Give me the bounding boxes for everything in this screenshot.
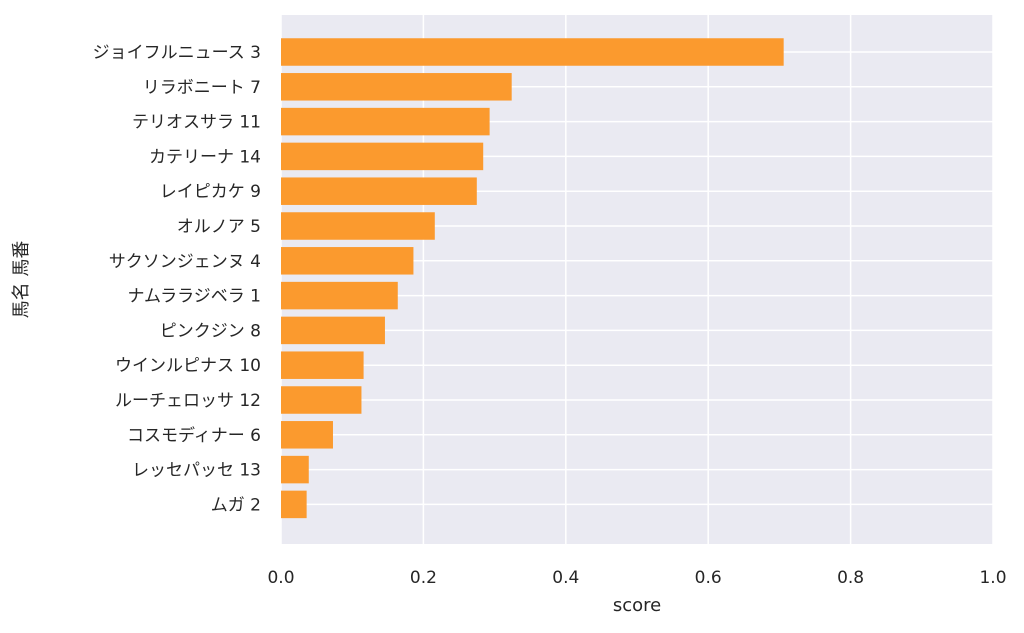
category-label: レイピカケ 9	[160, 182, 261, 202]
bar	[281, 38, 784, 66]
category-label: オルノア 5	[177, 217, 261, 237]
category-label: ナムララジベラ 1	[127, 287, 261, 307]
bar	[281, 351, 364, 379]
x-tick-label: 0.4	[552, 568, 579, 588]
category-label: ムガ 2	[211, 495, 261, 515]
plot-background	[281, 15, 993, 544]
bar	[281, 281, 398, 310]
category-label: ジョイフルニュース 3	[93, 43, 261, 63]
bar	[281, 490, 307, 519]
category-label: コスモディナー 6	[127, 425, 261, 446]
x-tick-label: 1.0	[979, 568, 1006, 588]
bar	[281, 142, 484, 171]
category-label: レッセパッセ 13	[132, 461, 261, 481]
bar	[281, 107, 490, 136]
y-axis-title: 馬名 馬番	[11, 241, 32, 319]
bar	[281, 212, 435, 240]
category-label: ウインルピナス 10	[115, 356, 261, 376]
bar	[281, 421, 333, 449]
x-tick-label: 0.0	[267, 568, 294, 588]
bar	[281, 386, 362, 414]
category-label: ルーチェロッサ 12	[115, 391, 261, 411]
category-labels: ジョイフルニュース 3 リラボニート 7 テリオスサラ 11 カテリーナ 14 レイピカ…	[93, 43, 261, 515]
bar	[281, 455, 309, 484]
category-label: サクソンジェンヌ 4	[109, 252, 261, 272]
x-tick-label: 0.6	[695, 568, 722, 588]
category-label: ピンクジン 8	[160, 321, 261, 341]
bar	[281, 316, 385, 345]
bar	[281, 73, 512, 101]
category-label: カテリーナ 14	[149, 147, 261, 167]
x-tick-label: 0.8	[837, 568, 864, 588]
category-label: リラボニート 7	[143, 78, 261, 98]
bar	[281, 247, 414, 275]
x-tick-labels: 0.0 0.2 0.4 0.6 0.8 1.0	[267, 568, 1006, 588]
category-label: テリオスサラ 11	[132, 113, 261, 133]
bar	[281, 177, 477, 205]
bars	[281, 38, 784, 519]
x-axis-title: score	[613, 595, 661, 616]
x-tick-label: 0.2	[410, 568, 437, 588]
